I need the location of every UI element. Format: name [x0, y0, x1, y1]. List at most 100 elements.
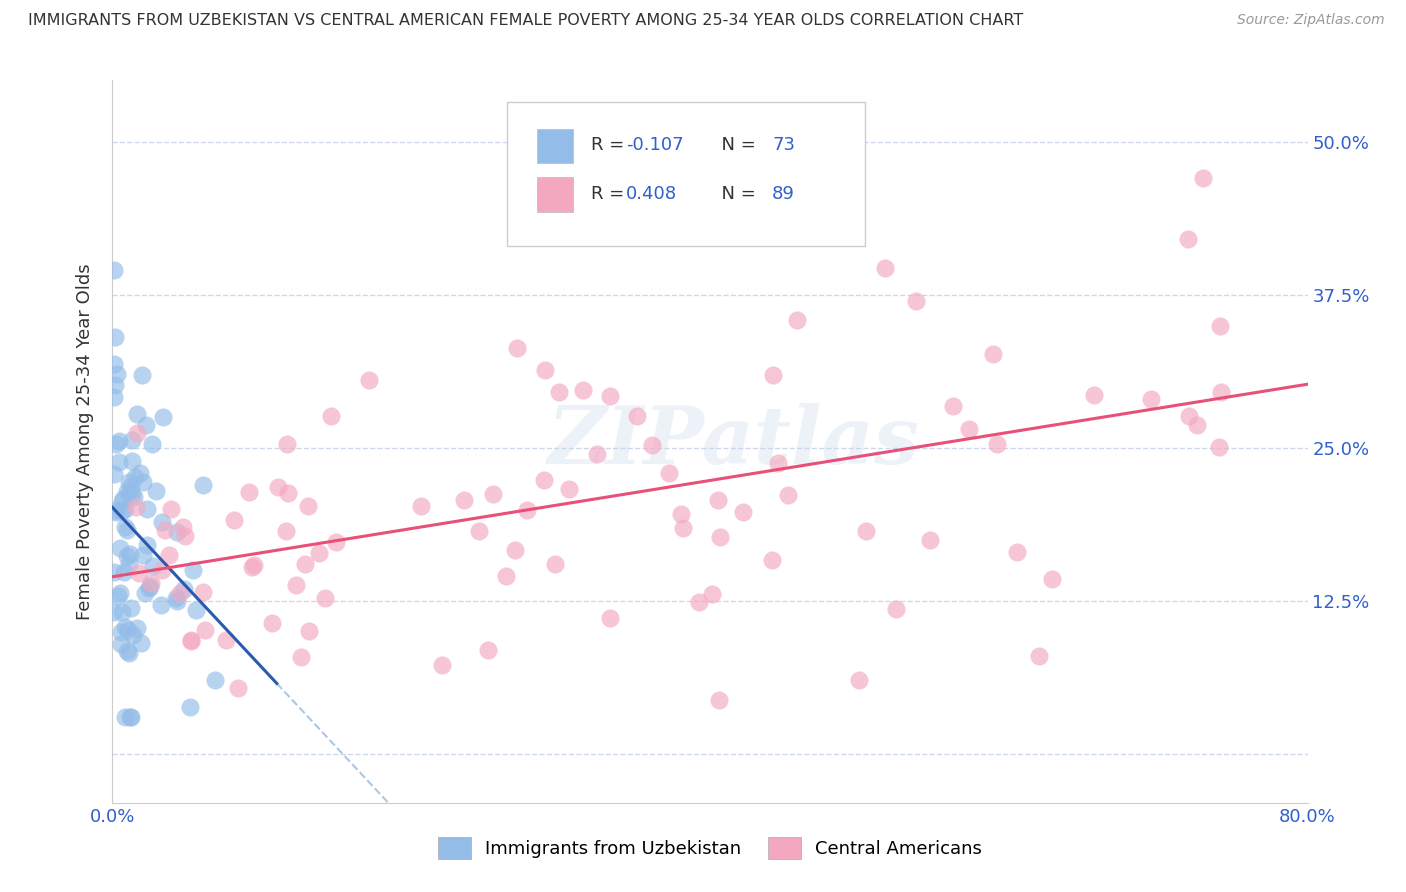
Text: R =: R =	[591, 136, 630, 154]
Point	[707, 693, 730, 707]
Point	[115, 484, 138, 499]
Point	[141, 437, 163, 451]
Point	[138, 581, 160, 595]
Point	[942, 399, 965, 413]
Point	[672, 521, 695, 535]
Point	[108, 434, 131, 448]
Point	[957, 422, 980, 436]
Point	[1192, 171, 1215, 186]
Point	[599, 389, 621, 403]
Point	[641, 438, 664, 452]
Point	[786, 313, 808, 327]
Point	[276, 524, 298, 539]
Point	[132, 475, 155, 489]
Point	[873, 261, 896, 276]
Point	[290, 650, 312, 665]
Point	[179, 700, 201, 714]
Point	[186, 603, 208, 617]
Point	[110, 624, 132, 639]
Point	[571, 383, 593, 397]
Point	[222, 513, 245, 527]
Point	[191, 478, 214, 492]
Point	[314, 591, 336, 606]
Point	[120, 479, 142, 493]
Point	[905, 294, 928, 309]
Point	[242, 558, 264, 573]
Point	[122, 490, 145, 504]
Point	[114, 520, 136, 534]
Point	[104, 377, 127, 392]
Point	[453, 493, 475, 508]
Point	[111, 493, 134, 508]
Point	[308, 546, 330, 560]
Point	[172, 519, 194, 533]
Point	[120, 601, 142, 615]
Point	[103, 357, 125, 371]
Point	[1083, 388, 1105, 402]
Point	[118, 557, 141, 571]
Point	[118, 475, 141, 489]
Point	[983, 347, 1005, 361]
Point	[121, 454, 143, 468]
Point	[136, 538, 159, 552]
Point	[103, 263, 125, 277]
Point	[103, 390, 125, 404]
Point	[112, 565, 135, 579]
Point	[166, 524, 188, 539]
Point	[1177, 409, 1199, 424]
Point	[626, 409, 648, 424]
Point	[125, 621, 148, 635]
Point	[153, 523, 176, 537]
Point	[884, 602, 907, 616]
Point	[139, 579, 162, 593]
Point	[132, 549, 155, 563]
Point	[135, 417, 157, 432]
Text: 0.408: 0.408	[627, 185, 678, 202]
Point	[277, 486, 299, 500]
Point	[165, 591, 187, 605]
Point	[409, 499, 432, 513]
Point	[142, 558, 165, 573]
Point	[129, 636, 152, 650]
Point	[762, 368, 785, 382]
Point	[325, 534, 347, 549]
Point	[145, 484, 167, 499]
Point	[118, 485, 141, 500]
Text: N =: N =	[710, 185, 762, 202]
Point	[115, 523, 138, 537]
Point	[1187, 417, 1209, 432]
Point	[117, 624, 139, 638]
Point	[134, 586, 156, 600]
Point	[169, 586, 191, 600]
Point	[117, 643, 139, 657]
Point	[848, 673, 870, 688]
Point	[104, 330, 127, 344]
Point	[776, 488, 799, 502]
Point	[533, 473, 555, 487]
Point	[1040, 572, 1063, 586]
Point	[818, 208, 841, 222]
Point	[111, 605, 134, 619]
Point	[157, 549, 180, 563]
Point	[599, 611, 621, 625]
FancyBboxPatch shape	[537, 178, 572, 211]
Point	[285, 578, 308, 592]
Point	[586, 447, 609, 461]
Point	[114, 710, 136, 724]
Point	[215, 632, 238, 647]
Point	[558, 482, 581, 496]
Point	[194, 623, 217, 637]
Point	[1005, 545, 1028, 559]
Point	[1177, 232, 1199, 246]
Point	[114, 501, 136, 516]
Point	[121, 433, 143, 447]
Point	[180, 633, 202, 648]
Text: N =: N =	[710, 136, 762, 154]
Point	[150, 598, 173, 612]
Point	[131, 368, 153, 383]
Point	[124, 500, 146, 514]
Point	[120, 710, 142, 724]
Point	[135, 501, 157, 516]
Point	[127, 426, 149, 441]
Point	[707, 492, 730, 507]
